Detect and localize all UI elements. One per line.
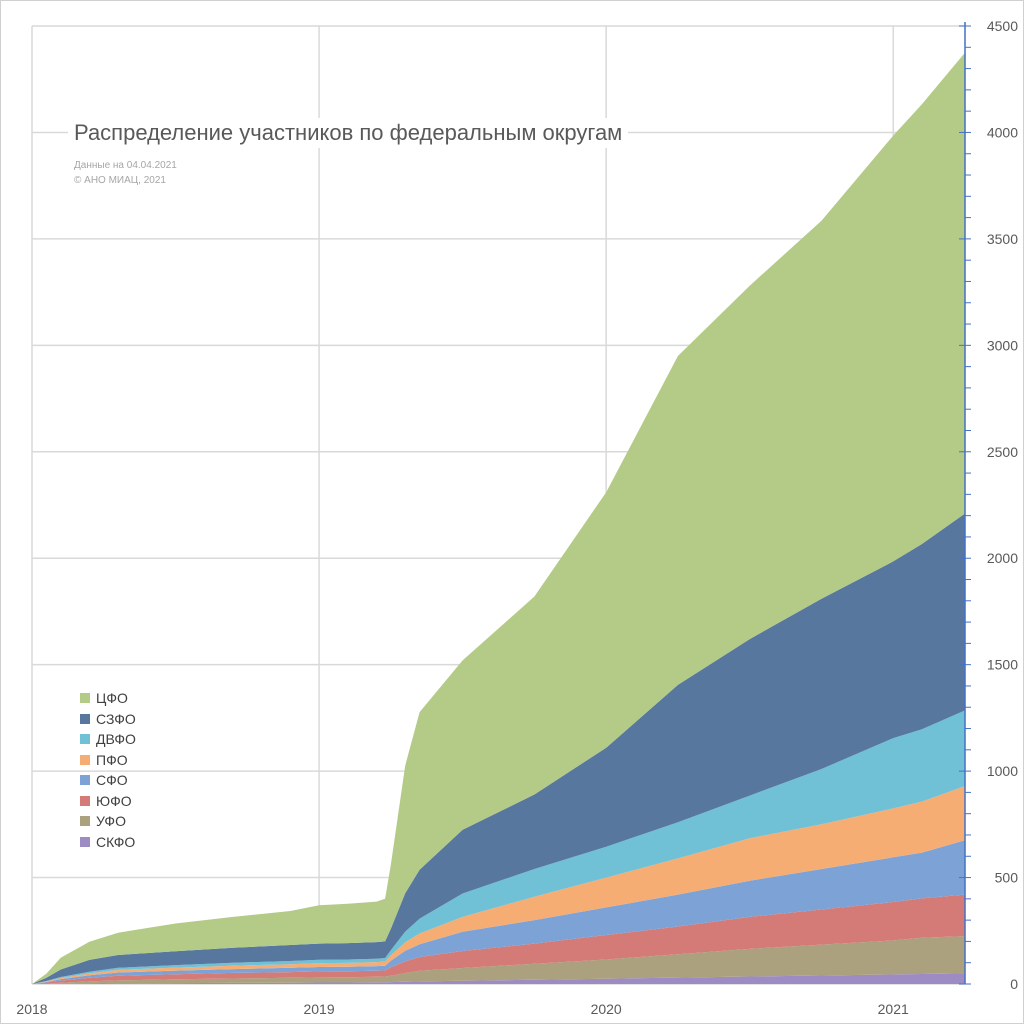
area-series-УФО <box>32 936 965 984</box>
legend-label: ПФО <box>96 751 128 768</box>
legend-item: УФО <box>80 811 136 832</box>
legend-item: СКФО <box>80 832 136 853</box>
legend-item: ПФО <box>80 750 136 771</box>
legend-label: ЦФО <box>96 690 128 707</box>
y-tick-label: 500 <box>995 870 1019 886</box>
x-tick-labels: 2018 2019 2020 2021 <box>16 1001 909 1017</box>
y-axis <box>959 22 971 985</box>
chart-title: Распределение участников по федеральным … <box>68 118 629 148</box>
x-tick-label: 2019 <box>303 1001 334 1017</box>
legend-item: ЮФО <box>80 791 136 812</box>
y-tick-label: 0 <box>1010 976 1018 992</box>
legend-swatch <box>80 713 90 724</box>
y-tick-label: 2000 <box>987 550 1018 566</box>
legend-item: СФО <box>80 770 136 791</box>
chart-legend: ЦФО СЗФО ДВФО ПФО СФО ЮФО УФО СКФО <box>80 688 136 852</box>
legend-swatch <box>80 795 90 806</box>
area-series-СЗФО <box>32 513 965 984</box>
y-tick-labels: 0 500 1000 1500 2000 2500 3000 3500 4000 4500 <box>987 18 1018 992</box>
x-tick-label: 2018 <box>16 1001 47 1017</box>
y-tick-label: 1500 <box>987 657 1018 673</box>
area-series-СКФО <box>32 973 965 984</box>
area-series <box>32 52 965 985</box>
chart-date-note: Данные на 04.04.2021 <box>74 160 177 171</box>
chart-copyright-note: © АНО МИАЦ, 2021 <box>74 175 166 186</box>
legend-swatch <box>80 775 90 786</box>
area-series-ЮФО <box>32 894 965 984</box>
y-tick-label: 4500 <box>987 18 1018 34</box>
legend-item: ЦФО <box>80 688 136 709</box>
legend-swatch <box>80 734 90 745</box>
x-tick-label: 2021 <box>878 1001 909 1017</box>
legend-swatch <box>80 693 90 704</box>
y-tick-label: 3000 <box>987 337 1018 353</box>
y-tick-label: 3500 <box>987 231 1018 247</box>
legend-label: ДВФО <box>96 731 136 748</box>
legend-label: УФО <box>96 813 126 830</box>
legend-label: ЮФО <box>96 792 132 809</box>
y-tick-label: 2500 <box>987 444 1018 460</box>
legend-item: СЗФО <box>80 709 136 730</box>
legend-swatch <box>80 816 90 827</box>
area-series-ЦФО <box>32 52 965 985</box>
legend-swatch <box>80 754 90 765</box>
x-tick-label: 2020 <box>591 1001 622 1017</box>
legend-label: СЗФО <box>96 710 136 727</box>
legend-swatch <box>80 836 90 847</box>
area-series-СФО <box>32 840 965 984</box>
y-tick-label: 1000 <box>987 763 1018 779</box>
legend-label: СКФО <box>96 833 136 850</box>
y-tick-label: 4000 <box>987 124 1018 140</box>
legend-label: СФО <box>96 772 128 789</box>
legend-item: ДВФО <box>80 729 136 750</box>
